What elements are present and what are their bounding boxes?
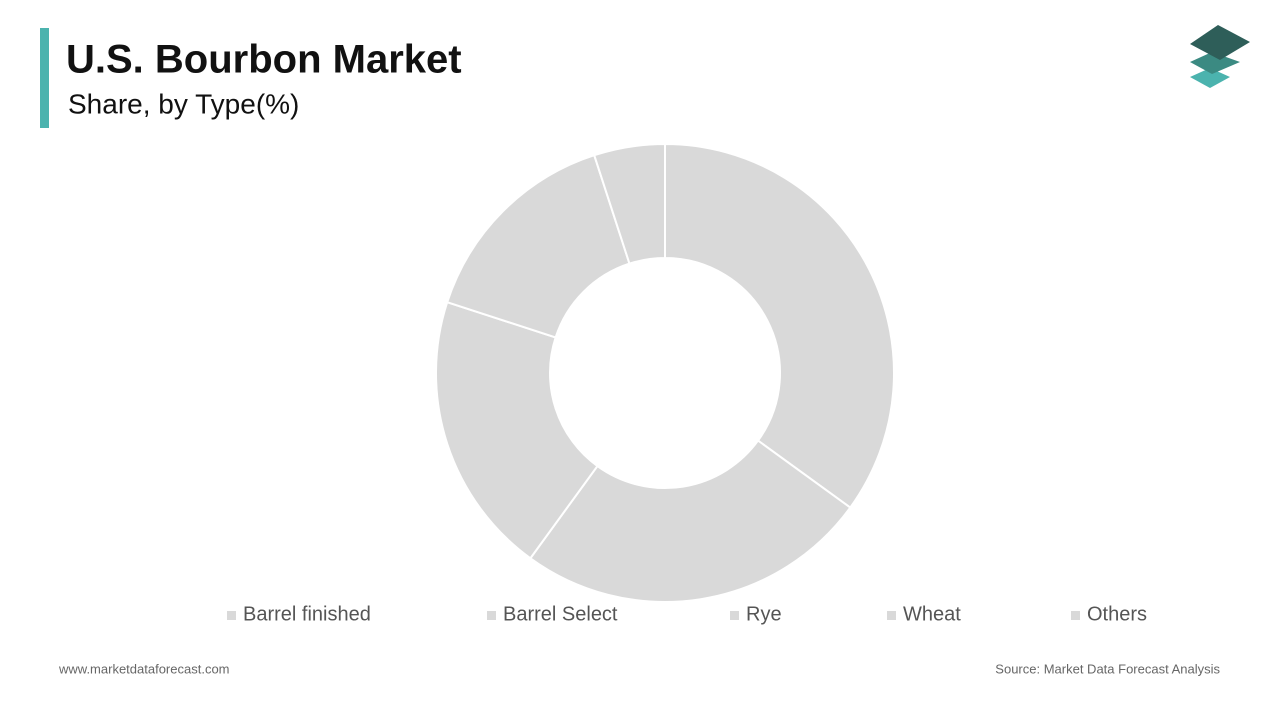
chart-title: U.S. Bourbon Market <box>66 38 462 82</box>
logo <box>1190 25 1250 88</box>
title-accent <box>40 28 49 128</box>
donut-slice <box>435 300 599 560</box>
footer-website: www.marketdataforecast.com <box>58 661 230 676</box>
donut-slice <box>528 439 852 603</box>
footer-source: Source: Market Data Forecast Analysis <box>995 661 1220 676</box>
legend-marker <box>227 611 236 620</box>
donut-slice <box>664 142 895 510</box>
legend-label: Others <box>1087 603 1147 625</box>
donut-slice <box>445 153 631 339</box>
legend-label: Wheat <box>903 603 961 625</box>
donut-slice <box>592 142 666 265</box>
legend-marker <box>887 611 896 620</box>
legend-label: Rye <box>746 603 782 625</box>
legend-label: Barrel Select <box>503 603 618 625</box>
legend-marker <box>1071 611 1080 620</box>
legend-label: Barrel finished <box>243 603 371 625</box>
legend-marker <box>487 611 496 620</box>
chart-subtitle: Share, by Type(%) <box>68 88 299 119</box>
legend-marker <box>730 611 739 620</box>
